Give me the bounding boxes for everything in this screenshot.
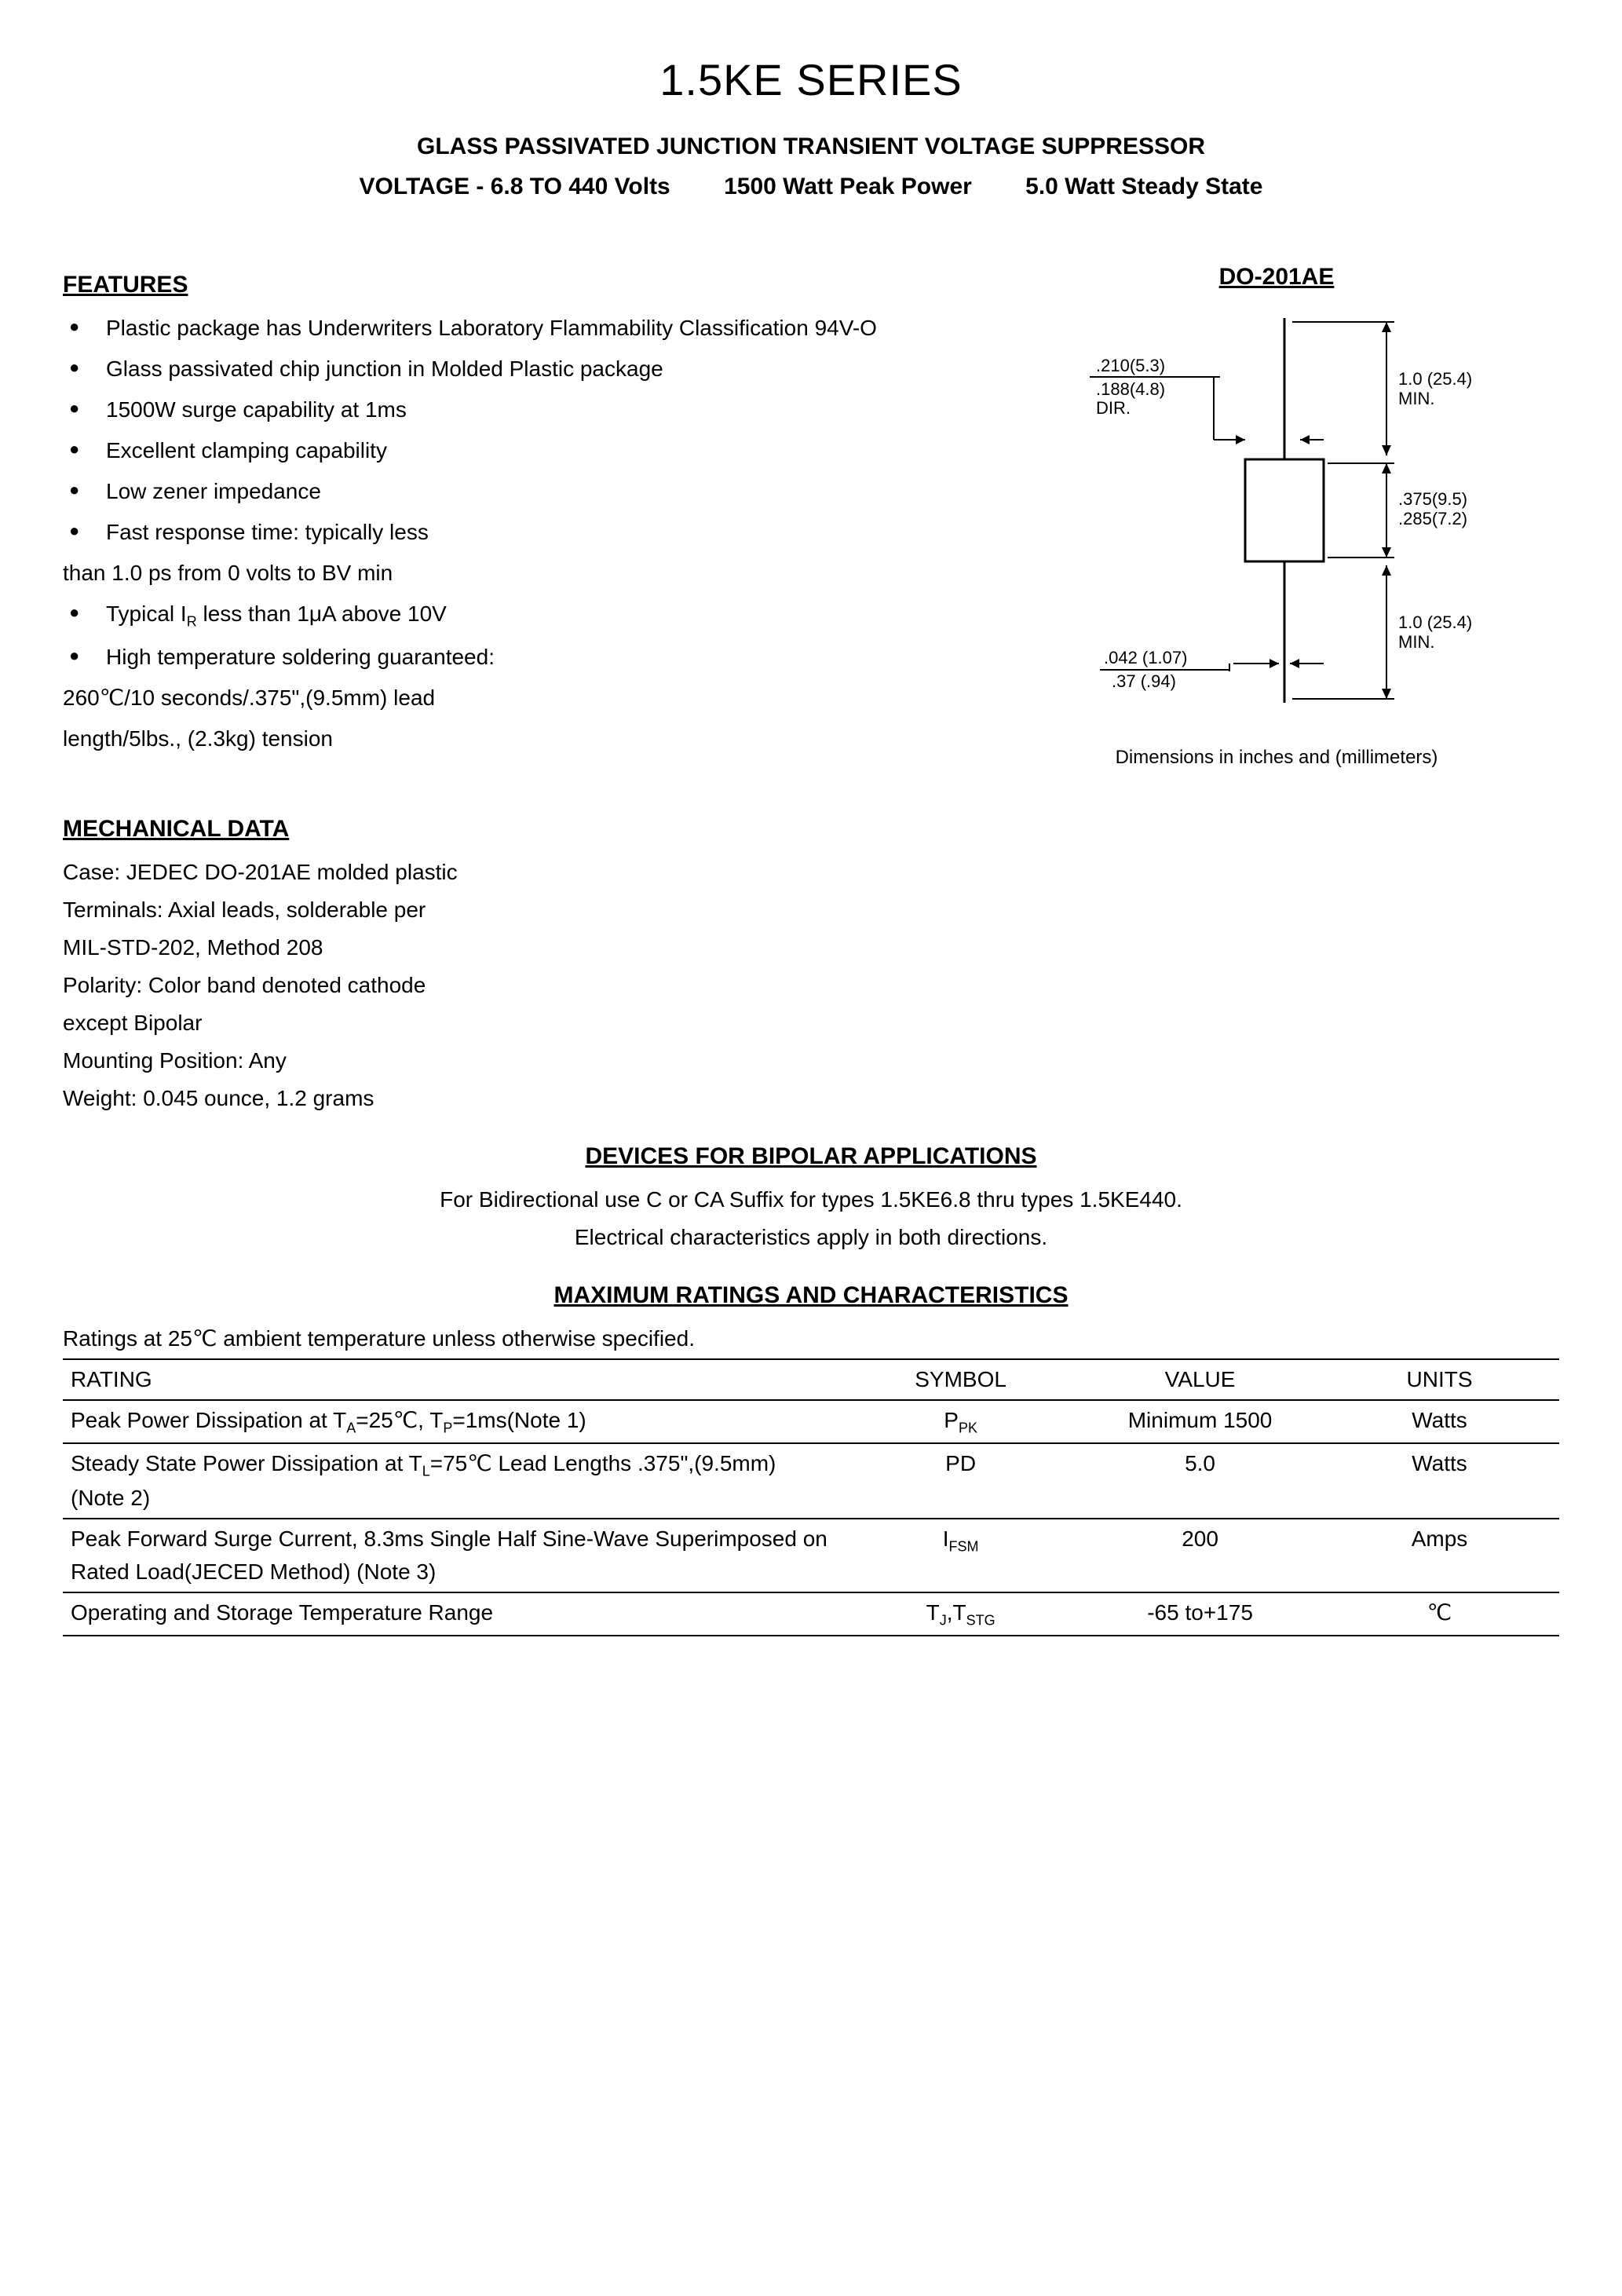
spec-voltage: VOLTAGE - 6.8 TO 440 Volts bbox=[360, 169, 670, 204]
feature-continuation: length/5lbs., (2.3kg) tension bbox=[63, 722, 963, 755]
cell-symbol: PD bbox=[841, 1443, 1080, 1519]
page-title: 1.5KE SERIES bbox=[63, 47, 1559, 113]
subscript: J bbox=[940, 1613, 947, 1629]
features-list: Plastic package has Underwriters Laborat… bbox=[63, 312, 963, 549]
specs-line: VOLTAGE - 6.8 TO 440 Volts 1500 Watt Pea… bbox=[63, 169, 1559, 204]
feature-item: Glass passivated chip junction in Molded… bbox=[63, 353, 963, 386]
cell-value: 5.0 bbox=[1080, 1443, 1320, 1519]
package-label: DO-201AE bbox=[994, 259, 1559, 294]
text: =25℃, T bbox=[356, 1408, 443, 1432]
dim-dir: DIR. bbox=[1096, 398, 1131, 418]
cell-units: Amps bbox=[1320, 1519, 1559, 1592]
mech-line: Case: JEDEC DO-201AE molded plastic bbox=[63, 856, 1559, 889]
subscript: P bbox=[443, 1420, 452, 1436]
dim-lead-top: 1.0 (25.4) bbox=[1398, 369, 1472, 389]
mechanical-data: Case: JEDEC DO-201AE molded plastic Term… bbox=[63, 856, 1559, 1115]
text: T bbox=[926, 1600, 940, 1625]
features-heading: FEATURES bbox=[63, 267, 963, 302]
text: Steady State Power Dissipation at T bbox=[71, 1451, 422, 1475]
dim-top1: .210(5.3) bbox=[1096, 356, 1165, 375]
dim-wire2: .37 (.94) bbox=[1112, 671, 1176, 691]
ratings-note: Ratings at 25℃ ambient temperature unles… bbox=[63, 1322, 1559, 1355]
mech-line: MIL-STD-202, Method 208 bbox=[63, 931, 1559, 964]
mech-line: except Bipolar bbox=[63, 1007, 1559, 1040]
table-row: Steady State Power Dissipation at TL=75℃… bbox=[63, 1443, 1559, 1519]
cell-value: 200 bbox=[1080, 1519, 1320, 1592]
dim-min2: MIN. bbox=[1398, 632, 1434, 652]
feature-continuation: than 1.0 ps from 0 volts to BV min bbox=[63, 557, 963, 590]
feature-continuation: 260℃/10 seconds/.375",(9.5mm) lead bbox=[63, 682, 963, 715]
dim-body2: .285(7.2) bbox=[1398, 509, 1467, 528]
features-list-2: Typical IR less than 1μA above 10V High … bbox=[63, 598, 963, 674]
table-row: Peak Forward Surge Current, 8.3ms Single… bbox=[63, 1519, 1559, 1592]
col-units: UNITS bbox=[1320, 1359, 1559, 1400]
dim-min: MIN. bbox=[1398, 389, 1434, 408]
cell-symbol: IFSM bbox=[841, 1519, 1080, 1592]
feature-item: Fast response time: typically less bbox=[63, 516, 963, 549]
col-value: VALUE bbox=[1080, 1359, 1320, 1400]
feature-item: Excellent clamping capability bbox=[63, 434, 963, 467]
mech-line: Mounting Position: Any bbox=[63, 1044, 1559, 1077]
feature-item: Typical IR less than 1μA above 10V bbox=[63, 598, 963, 633]
text: Peak Power Dissipation at T bbox=[71, 1408, 346, 1432]
feature-text: less than 1μA above 10V bbox=[197, 601, 447, 626]
spec-steady: 5.0 Watt Steady State bbox=[1025, 169, 1262, 204]
cell-rating: Peak Forward Surge Current, 8.3ms Single… bbox=[63, 1519, 841, 1592]
text: =1ms(Note 1) bbox=[452, 1408, 586, 1432]
cell-value: -65 to+175 bbox=[1080, 1592, 1320, 1636]
cell-rating: Operating and Storage Temperature Range bbox=[63, 1592, 841, 1636]
cell-symbol: PPK bbox=[841, 1400, 1080, 1443]
ratings-heading: MAXIMUM RATINGS AND CHARACTERISTICS bbox=[63, 1278, 1559, 1313]
bipolar-heading: DEVICES FOR BIPOLAR APPLICATIONS bbox=[63, 1139, 1559, 1174]
subtitle: GLASS PASSIVATED JUNCTION TRANSIENT VOLT… bbox=[63, 129, 1559, 164]
table-row: Operating and Storage Temperature Range … bbox=[63, 1592, 1559, 1636]
subscript: FSM bbox=[948, 1539, 978, 1555]
table-row: Peak Power Dissipation at TA=25℃, TP=1ms… bbox=[63, 1400, 1559, 1443]
text: ,T bbox=[947, 1600, 966, 1625]
feature-text: Typical I bbox=[106, 601, 187, 626]
subscript: L bbox=[422, 1463, 430, 1479]
mech-line: Terminals: Axial leads, solderable per bbox=[63, 894, 1559, 927]
dim-body1: .375(9.5) bbox=[1398, 489, 1467, 509]
cell-rating: Peak Power Dissipation at TA=25℃, TP=1ms… bbox=[63, 1400, 841, 1443]
dim-wire1: .042 (1.07) bbox=[1104, 648, 1187, 667]
mech-line: Weight: 0.045 ounce, 1.2 grams bbox=[63, 1082, 1559, 1115]
cell-symbol: TJ,TSTG bbox=[841, 1592, 1080, 1636]
dim-lead-bot: 1.0 (25.4) bbox=[1398, 612, 1472, 632]
feature-item: Low zener impedance bbox=[63, 475, 963, 508]
cell-units: Watts bbox=[1320, 1400, 1559, 1443]
col-rating: RATING bbox=[63, 1359, 841, 1400]
ratings-table: RATING SYMBOL VALUE UNITS Peak Power Dis… bbox=[63, 1358, 1559, 1636]
cell-units: ℃ bbox=[1320, 1592, 1559, 1636]
subscript: STG bbox=[966, 1613, 995, 1629]
cell-units: Watts bbox=[1320, 1443, 1559, 1519]
feature-item: High temperature soldering guaranteed: bbox=[63, 641, 963, 674]
package-diagram: 1.0 (25.4) MIN. .210(5.3) .188(4.8) DIR.… bbox=[1057, 310, 1496, 718]
mech-line: Polarity: Color band denoted cathode bbox=[63, 969, 1559, 1002]
mechanical-heading: MECHANICAL DATA bbox=[63, 811, 1559, 846]
bipolar-text: For Bidirectional use C or CA Suffix for… bbox=[63, 1183, 1559, 1216]
cell-rating: Steady State Power Dissipation at TL=75℃… bbox=[63, 1443, 841, 1519]
subscript: PK bbox=[959, 1420, 977, 1436]
dim-top2: .188(4.8) bbox=[1096, 379, 1165, 399]
bipolar-text: Electrical characteristics apply in both… bbox=[63, 1221, 1559, 1254]
feature-item: Plastic package has Underwriters Laborat… bbox=[63, 312, 963, 345]
col-symbol: SYMBOL bbox=[841, 1359, 1080, 1400]
subscript: A bbox=[346, 1420, 356, 1436]
feature-item: 1500W surge capability at 1ms bbox=[63, 393, 963, 426]
spec-power: 1500 Watt Peak Power bbox=[724, 169, 972, 204]
cell-value: Minimum 1500 bbox=[1080, 1400, 1320, 1443]
table-header-row: RATING SYMBOL VALUE UNITS bbox=[63, 1359, 1559, 1400]
feature-subscript: R bbox=[187, 614, 197, 630]
dimensions-note: Dimensions in inches and (millimeters) bbox=[994, 744, 1559, 772]
text: P bbox=[944, 1408, 959, 1432]
